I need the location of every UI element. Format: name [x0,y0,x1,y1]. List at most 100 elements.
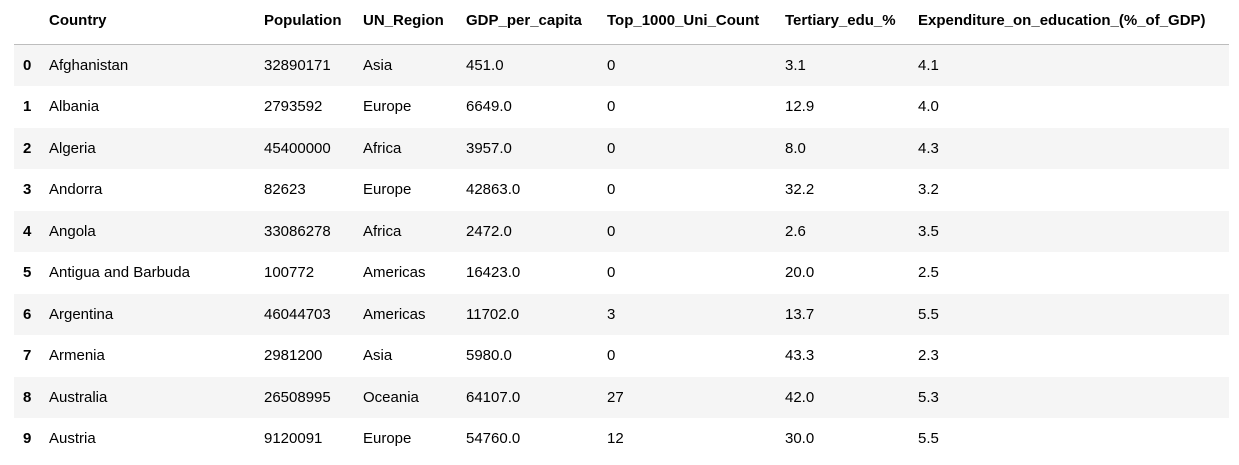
row-index: 6 [14,293,49,336]
table-row: 9 Austria 9120091 Europe 54760.0 12 30.0 5.5 [14,418,1229,460]
cell-expenditure-on-education: 5.5 [918,293,1229,336]
cell-expenditure-on-education: 3.2 [918,169,1229,211]
row-index: 2 [14,127,49,170]
table-header: Country Population UN_Region GDP_per_cap… [14,0,1229,45]
cell-country: Angola [49,210,264,253]
cell-gdp-per-capita: 11702.0 [466,293,607,336]
cell-expenditure-on-education: 2.3 [918,335,1229,377]
cell-tertiary-edu: 3.1 [785,44,918,87]
row-index: 1 [14,86,49,128]
column-header-country: Country [49,0,264,45]
cell-country: Austria [49,418,264,460]
dataframe-table: Country Population UN_Region GDP_per_cap… [14,0,1229,460]
cell-gdp-per-capita: 42863.0 [466,169,607,211]
cell-population: 33086278 [264,210,363,253]
table-row: 6 Argentina 46044703 Americas 11702.0 3 13.7 5.… [14,293,1229,336]
cell-country: Albania [49,86,264,128]
cell-expenditure-on-education: 5.3 [918,376,1229,419]
column-header-expenditure-on-education: Expenditure_on_education_(%_of_GDP) [918,0,1229,45]
cell-population: 45400000 [264,127,363,170]
cell-country: Armenia [49,335,264,377]
table-row: 1 Albania 2793592 Europe 6649.0 0 12.9 4.0 [14,86,1229,128]
cell-un-region: Americas [363,252,466,294]
cell-top-1000-uni-count: 0 [607,335,785,377]
cell-country: Australia [49,376,264,419]
table-row: 7 Armenia 2981200 Asia 5980.0 0 43.3 2.3 [14,335,1229,377]
cell-country: Antigua and Barbuda [49,252,264,294]
cell-population: 32890171 [264,44,363,87]
cell-tertiary-edu: 42.0 [785,376,918,419]
cell-top-1000-uni-count: 0 [607,44,785,87]
table-row: 5 Antigua and Barbuda 100772 Americas 16423.… [14,252,1229,294]
column-header-gdp-per-capita: GDP_per_capita [466,0,607,45]
table-row: 0 Afghanistan 32890171 Asia 451.0 0 3.1 4.1 [14,44,1229,87]
cell-expenditure-on-education: 2.5 [918,252,1229,294]
cell-gdp-per-capita: 6649.0 [466,86,607,128]
row-index: 9 [14,418,49,460]
cell-population: 100772 [264,252,363,294]
header-row: Country Population UN_Region GDP_per_cap… [14,0,1229,45]
column-header-top-1000-uni-count: Top_1000_Uni_Count [607,0,785,45]
column-header-un-region: UN_Region [363,0,466,45]
cell-gdp-per-capita: 64107.0 [466,376,607,419]
cell-top-1000-uni-count: 0 [607,210,785,253]
column-header-tertiary-edu: Tertiary_edu_% [785,0,918,45]
cell-population: 2981200 [264,335,363,377]
cell-expenditure-on-education: 4.1 [918,44,1229,87]
cell-gdp-per-capita: 451.0 [466,44,607,87]
table-row: 4 Angola 33086278 Africa 2472.0 0 2.6 3.5 [14,210,1229,253]
cell-tertiary-edu: 32.2 [785,169,918,211]
cell-gdp-per-capita: 16423.0 [466,252,607,294]
cell-population: 82623 [264,169,363,211]
cell-un-region: Americas [363,293,466,336]
table-row: 2 Algeria 45400000 Africa 3957.0 0 8.0 4.3 [14,127,1229,170]
index-header [14,0,49,45]
cell-tertiary-edu: 12.9 [785,86,918,128]
row-index: 8 [14,376,49,419]
cell-population: 9120091 [264,418,363,460]
cell-top-1000-uni-count: 3 [607,293,785,336]
cell-country: Algeria [49,127,264,170]
cell-gdp-per-capita: 3957.0 [466,127,607,170]
cell-population: 46044703 [264,293,363,336]
cell-expenditure-on-education: 3.5 [918,210,1229,253]
cell-top-1000-uni-count: 0 [607,127,785,170]
cell-un-region: Africa [363,127,466,170]
column-header-population: Population [264,0,363,45]
cell-country: Argentina [49,293,264,336]
cell-tertiary-edu: 43.3 [785,335,918,377]
cell-un-region: Africa [363,210,466,253]
cell-expenditure-on-education: 5.5 [918,418,1229,460]
cell-tertiary-edu: 30.0 [785,418,918,460]
cell-expenditure-on-education: 4.0 [918,86,1229,128]
cell-country: Andorra [49,169,264,211]
row-index: 3 [14,169,49,211]
table-row: 3 Andorra 82623 Europe 42863.0 0 32.2 3.2 [14,169,1229,211]
cell-un-region: Asia [363,44,466,87]
cell-top-1000-uni-count: 0 [607,169,785,211]
table-body: 0 Afghanistan 32890171 Asia 451.0 0 3.1 4.1 1 Alb… [14,44,1229,460]
cell-top-1000-uni-count: 0 [607,252,785,294]
cell-population: 2793592 [264,86,363,128]
cell-gdp-per-capita: 5980.0 [466,335,607,377]
row-index: 0 [14,44,49,87]
cell-top-1000-uni-count: 27 [607,376,785,419]
cell-tertiary-edu: 2.6 [785,210,918,253]
row-index: 4 [14,210,49,253]
cell-tertiary-edu: 20.0 [785,252,918,294]
cell-expenditure-on-education: 4.3 [918,127,1229,170]
cell-gdp-per-capita: 54760.0 [466,418,607,460]
row-index: 5 [14,252,49,294]
row-index: 7 [14,335,49,377]
cell-population: 26508995 [264,376,363,419]
cell-top-1000-uni-count: 0 [607,86,785,128]
cell-top-1000-uni-count: 12 [607,418,785,460]
cell-un-region: Europe [363,418,466,460]
cell-un-region: Asia [363,335,466,377]
cell-un-region: Europe [363,169,466,211]
cell-un-region: Oceania [363,376,466,419]
cell-country: Afghanistan [49,44,264,87]
cell-tertiary-edu: 8.0 [785,127,918,170]
cell-un-region: Europe [363,86,466,128]
